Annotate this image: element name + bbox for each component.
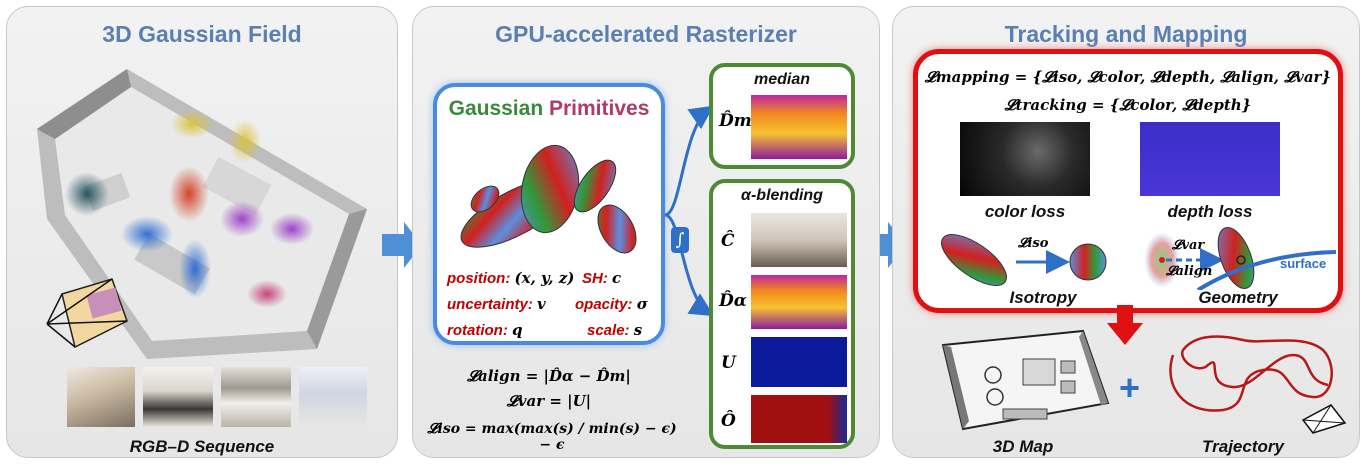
alpha-blending-box: α-blending Ĉ D̂α U Ô	[709, 179, 855, 449]
gaussian-field-panel: 3D Gaussian Field	[6, 6, 398, 458]
attribute-uncertainty: uncertainty: v	[447, 295, 546, 313]
room-gaussian-illustration	[37, 69, 367, 359]
3d-map-illustration	[941, 329, 1110, 431]
gaussian-field-title: 3D Gaussian Field	[102, 21, 302, 47]
loss-box: 𝓛mapping = {𝓛iso, 𝓛color, 𝓛depth, 𝓛align…	[913, 49, 1343, 313]
rasterizer-panel: GPU-accelerated Rasterizer Gaussian Prim…	[412, 6, 880, 458]
attribute-sh: SH: c	[582, 269, 622, 287]
gaussian-primitives-box: Gaussian Primitives position: (x, y, z)	[433, 83, 665, 345]
rgbd-frame	[67, 367, 135, 427]
attribute-scale: scale: s	[587, 321, 643, 339]
depth-render	[751, 275, 847, 329]
iso-arrow-label: 𝓛iso	[1018, 236, 1049, 251]
isotropy-label: Isotropy	[1009, 288, 1077, 307]
rgbd-sequence-label: RGB–D Sequence	[129, 437, 275, 456]
trajectory-label: Trajectory	[1202, 437, 1284, 456]
isotropy-geometry-illustration	[941, 226, 1336, 290]
align-label: 𝓛align	[1166, 264, 1213, 279]
equation-iso: 𝓛iso = max(max(s) / min(s) − ϵ) − ϵ	[427, 421, 677, 453]
plus-sign: +	[1119, 367, 1141, 408]
color-render-symbol: Ĉ	[721, 231, 735, 251]
uncertainty-render	[751, 337, 847, 387]
opacity-render	[751, 395, 847, 443]
attribute-rotation: rotation: q	[447, 321, 523, 339]
median-box: median D̂m	[709, 63, 855, 169]
primitives-title: Gaussian Primitives	[437, 97, 661, 121]
mapping-equation: 𝓛mapping = {𝓛iso, 𝓛color, 𝓛depth, 𝓛align…	[924, 68, 1332, 86]
uncertainty-render-symbol: U	[721, 353, 736, 373]
3d-map-label: 3D Map	[992, 437, 1054, 456]
color-loss-image	[960, 122, 1090, 196]
tracking-mapping-title: Tracking and Mapping	[1004, 21, 1248, 47]
trajectory-illustration	[1169, 335, 1347, 434]
median-title: median	[753, 71, 810, 88]
equation-var: 𝓛var = |U|	[506, 392, 592, 410]
color-loss-label: color loss	[984, 202, 1066, 221]
opacity-render-symbol: Ô	[721, 411, 736, 431]
rgbd-frame	[299, 367, 367, 427]
output-arrow	[1107, 305, 1143, 345]
attribute-position: position: (x, y, z)	[447, 269, 575, 287]
var-label: 𝓛var	[1172, 238, 1205, 253]
equation-align: 𝓛align = |D̂α − D̂m|	[467, 367, 631, 385]
tracking-mapping-panel: Tracking and Mapping 𝓛mapping = {𝓛iso, 𝓛…	[892, 6, 1360, 458]
rgbd-thumbnails	[67, 367, 367, 429]
primitives-ellipses	[460, 144, 637, 254]
tracking-equation: 𝓛tracking = {𝓛color, 𝓛depth}	[1004, 96, 1252, 114]
integral-badge: ∫	[671, 227, 689, 253]
rgbd-frame	[143, 367, 213, 427]
color-render	[751, 213, 847, 267]
depth-loss-image	[1140, 122, 1280, 196]
attribute-opacity: opacity: σ	[575, 295, 648, 313]
median-depth-symbol: D̂m	[719, 111, 752, 131]
alpha-blending-title: α-blending	[741, 187, 823, 204]
rgbd-frame	[221, 367, 291, 427]
depth-loss-label: depth loss	[1167, 202, 1253, 221]
surface-label: surface	[1280, 256, 1327, 271]
depth-render-symbol: D̂α	[719, 291, 747, 311]
primitives-title-word1: Gaussian	[448, 97, 544, 120]
primitives-title-word2: Primitives	[549, 97, 650, 120]
branch-arrows	[664, 105, 715, 317]
median-depth-map	[751, 95, 847, 159]
geometry-label: Geometry	[1198, 288, 1278, 307]
rasterizer-title: GPU-accelerated Rasterizer	[495, 21, 797, 47]
